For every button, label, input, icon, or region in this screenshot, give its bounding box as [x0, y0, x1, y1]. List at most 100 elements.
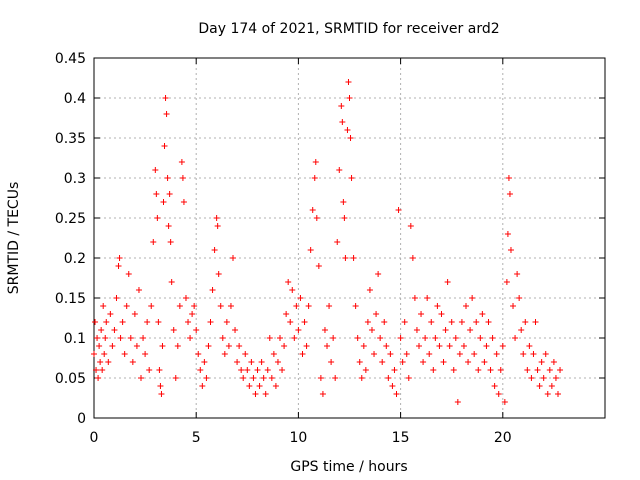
data-point	[465, 359, 472, 365]
data-point	[205, 343, 212, 349]
data-point	[214, 223, 221, 229]
data-point	[358, 375, 365, 381]
data-point	[121, 351, 128, 357]
data-point	[397, 335, 404, 341]
data-point	[311, 175, 318, 181]
data-point	[287, 319, 294, 325]
data-point	[127, 335, 134, 341]
y-tick-label: 0.25	[55, 211, 86, 227]
data-point	[185, 319, 192, 325]
data-point	[326, 303, 333, 309]
y-tick-label: 0.3	[64, 171, 86, 187]
data-point	[415, 343, 422, 349]
data-point	[489, 335, 496, 341]
data-point	[244, 367, 251, 373]
data-point	[113, 295, 120, 301]
data-point	[356, 359, 363, 365]
data-point	[377, 335, 384, 341]
x-tick-label: 15	[392, 430, 410, 446]
data-point	[105, 359, 112, 365]
data-point	[225, 343, 232, 349]
data-point	[93, 367, 100, 373]
data-point	[341, 215, 348, 221]
data-point	[428, 319, 435, 325]
data-point	[497, 367, 504, 373]
data-point	[254, 367, 261, 373]
data-point	[475, 367, 482, 373]
data-point	[483, 343, 490, 349]
x-tick-label: 5	[192, 430, 201, 446]
data-point	[125, 271, 132, 277]
data-point	[123, 303, 130, 309]
data-point	[344, 127, 351, 133]
data-point	[332, 375, 339, 381]
data-point	[248, 359, 255, 365]
data-point	[103, 319, 110, 325]
data-point	[133, 343, 140, 349]
data-point	[347, 135, 354, 141]
data-point	[153, 191, 160, 197]
data-point	[299, 351, 306, 357]
data-point	[485, 319, 492, 325]
data-point	[434, 303, 441, 309]
data-point	[189, 311, 196, 317]
data-point	[191, 303, 198, 309]
y-tick-label: 0.1	[64, 331, 86, 347]
data-point	[100, 303, 107, 309]
data-point	[201, 359, 208, 365]
data-point	[450, 367, 457, 373]
data-point	[96, 343, 103, 349]
data-point	[324, 343, 331, 349]
data-point	[268, 375, 275, 381]
data-point	[418, 311, 425, 317]
data-point	[506, 191, 513, 197]
data-point	[272, 383, 279, 389]
data-point	[146, 367, 153, 373]
data-point	[440, 359, 447, 365]
data-point	[424, 295, 431, 301]
data-point	[223, 319, 230, 325]
data-point	[116, 255, 123, 261]
data-point	[321, 327, 328, 333]
data-point	[438, 311, 445, 317]
data-point	[526, 343, 533, 349]
data-point	[339, 119, 346, 125]
data-point	[270, 351, 277, 357]
data-point	[229, 255, 236, 261]
data-point	[157, 383, 164, 389]
data-point	[346, 95, 353, 101]
data-point	[289, 287, 296, 293]
data-point	[467, 327, 474, 333]
data-point	[507, 247, 514, 253]
data-point	[516, 295, 523, 301]
data-point	[536, 383, 543, 389]
data-point	[312, 159, 319, 165]
data-point	[540, 375, 547, 381]
data-point	[487, 367, 494, 373]
data-point	[454, 399, 461, 405]
x-tick-label: 10	[289, 430, 307, 446]
data-point	[160, 199, 167, 205]
data-point	[473, 319, 480, 325]
data-point	[514, 271, 521, 277]
x-tick-label: 0	[90, 430, 99, 446]
data-point	[211, 247, 218, 253]
data-point	[140, 335, 147, 341]
data-point	[330, 335, 337, 341]
data-point	[99, 367, 106, 373]
data-point	[510, 303, 517, 309]
data-point	[161, 143, 168, 149]
data-point	[336, 167, 343, 173]
data-point	[219, 335, 226, 341]
data-point	[217, 303, 224, 309]
data-point	[258, 359, 265, 365]
data-point	[389, 383, 396, 389]
data-point	[395, 207, 402, 213]
data-point	[213, 215, 220, 221]
data-point	[91, 351, 97, 357]
data-point	[94, 335, 101, 341]
data-point	[319, 391, 326, 397]
data-point	[401, 319, 408, 325]
data-point	[232, 327, 239, 333]
data-point	[178, 159, 185, 165]
